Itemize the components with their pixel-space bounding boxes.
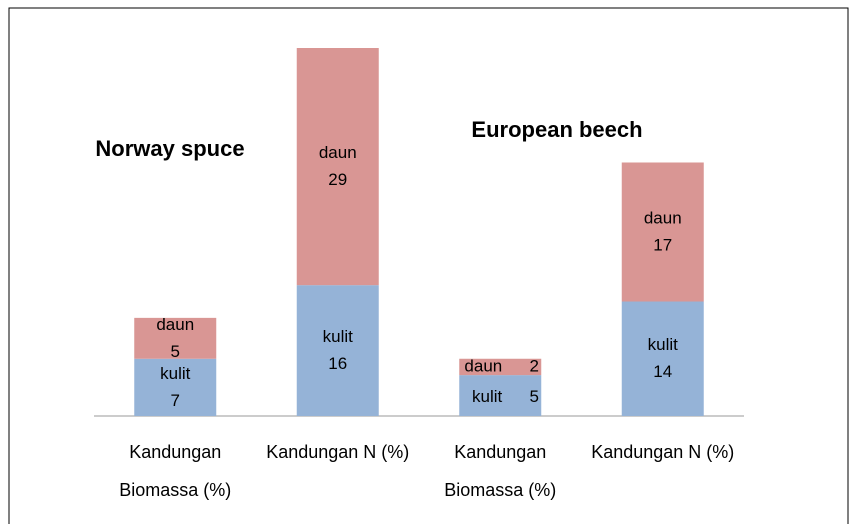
bar-segment: [459, 358, 542, 376]
x-tick-label: Kandungan N (%): [266, 442, 410, 462]
x-tick-label: Kandungan Biomassa (%): [444, 442, 557, 500]
value-label: 17: [653, 235, 672, 254]
segment-label: daun: [156, 315, 194, 334]
value-label: 29: [328, 170, 347, 189]
value-label: 5: [171, 342, 180, 361]
segment-label: daun: [319, 143, 357, 162]
segment-label: daun: [464, 356, 502, 375]
annotation: European beech: [471, 117, 642, 142]
bar-segment: [134, 317, 217, 359]
x-tick-label: Kandungan Biomassa (%): [119, 442, 232, 500]
value-label: 2: [530, 356, 539, 375]
x-tick-label: Kandungan N (%): [591, 442, 735, 462]
bar-segment: [296, 285, 379, 416]
value-label: 7: [171, 391, 180, 410]
segment-label: kulit: [160, 364, 191, 383]
bar-segment: [621, 301, 704, 416]
segment-label: daun: [644, 208, 682, 227]
bar-segment: [459, 375, 542, 416]
segment-label: kulit: [648, 335, 679, 354]
annotation: Norway spuce: [95, 136, 244, 161]
value-label: 5: [530, 387, 539, 406]
value-label: 16: [328, 354, 347, 373]
bar-segment: [296, 48, 379, 286]
segment-label: kulit: [323, 327, 354, 346]
frame: [8, 7, 849, 524]
bar-segment: [134, 358, 217, 416]
value-label: 14: [653, 362, 672, 381]
segment-label: kulit: [472, 387, 503, 406]
bar-segment: [621, 162, 704, 302]
